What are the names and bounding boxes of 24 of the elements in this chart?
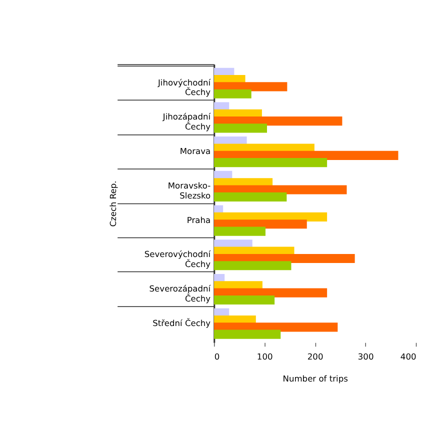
x-tick-label: 0 bbox=[214, 352, 220, 362]
x-tick-label: 200 bbox=[307, 352, 324, 362]
y-tick-label: Praha bbox=[186, 214, 211, 225]
y-tick-label: Moravsko- Slezsko bbox=[168, 180, 211, 200]
bar bbox=[214, 158, 328, 168]
x-tick-label: 400 bbox=[400, 352, 416, 362]
y-tick-label: Severovýchodní Čechy bbox=[144, 249, 212, 269]
x-axis-title: Number of trips bbox=[282, 373, 348, 384]
bar bbox=[214, 116, 342, 126]
y-tick-label: Jihozápadní Čechy bbox=[162, 112, 212, 132]
bar bbox=[214, 192, 287, 202]
bar bbox=[214, 226, 266, 236]
x-tick-label: 300 bbox=[358, 352, 374, 362]
y-tick-label: Střední Čechy bbox=[152, 318, 211, 328]
bar bbox=[214, 295, 275, 305]
bar bbox=[214, 89, 252, 98]
bar bbox=[214, 330, 281, 339]
bar bbox=[214, 261, 292, 270]
y-axis-title: Czech Rep. bbox=[108, 180, 118, 227]
y-tick-label: Severozápadní Čechy bbox=[149, 284, 212, 304]
y-tick-label: Morava bbox=[180, 146, 211, 156]
y-tick-label: Jihovýchodní Čechy bbox=[156, 77, 212, 98]
x-tick-label: 100 bbox=[256, 352, 273, 362]
bar bbox=[214, 124, 267, 133]
